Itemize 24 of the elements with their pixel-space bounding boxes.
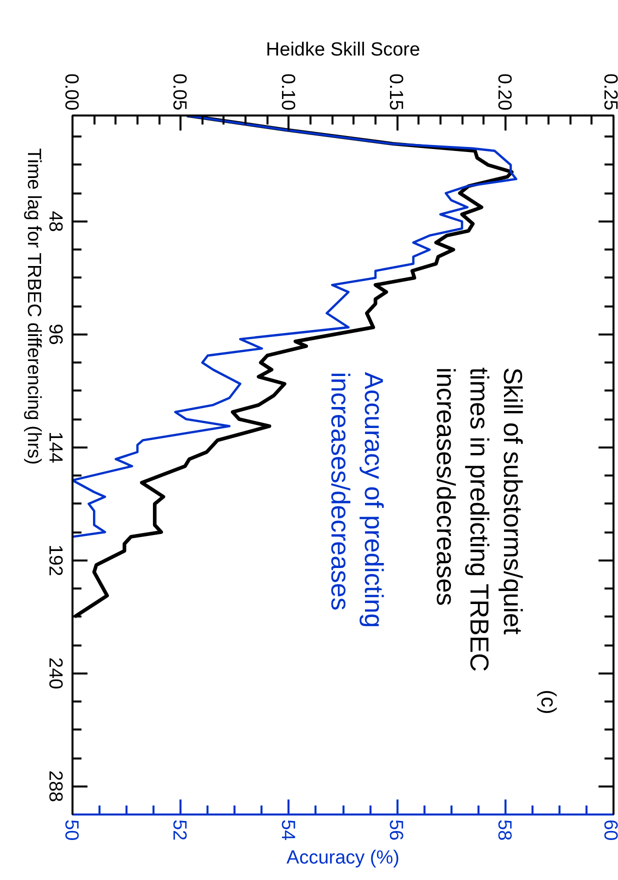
x2-tick-label: 0.25 bbox=[600, 74, 618, 111]
text: Skill of substorms/quiet times in predicting TRBEC increases/decreases bbox=[430, 367, 528, 672]
x2-tick-label: 0.20 bbox=[493, 74, 514, 111]
y-tick-label: 144 bbox=[44, 431, 66, 464]
x2-tick-label: 0.05 bbox=[168, 74, 190, 111]
x2-tick-label: 0.00 bbox=[60, 74, 82, 111]
x2-tick-label: 0.15 bbox=[385, 74, 406, 111]
x-axis-title: Accuracy (%) bbox=[286, 848, 400, 869]
y-tick-label: 192 bbox=[44, 544, 66, 576]
y-axis-title: Time lag for TRBEC differencing (hrs) bbox=[23, 148, 44, 465]
annotation: (c) bbox=[536, 690, 560, 714]
x2-tick-label: 0.10 bbox=[276, 74, 298, 111]
y-tick-label: 288 bbox=[44, 770, 66, 802]
y-tick-label: 48 bbox=[44, 210, 66, 232]
x-tick-label: 50 bbox=[60, 820, 82, 841]
x-tick-label: 52 bbox=[168, 820, 190, 841]
x-tick-label: 56 bbox=[385, 820, 406, 841]
x2-axis-title: Heidke Skill Score bbox=[266, 40, 420, 61]
x-tick-label: 58 bbox=[493, 820, 514, 841]
y-tick-label: 240 bbox=[44, 657, 66, 690]
x-tick-label: 60 bbox=[600, 820, 618, 841]
x-tick-label: 54 bbox=[276, 820, 298, 842]
text: Accuracy of predicting increases/decreases bbox=[325, 372, 389, 628]
y-tick-label: 96 bbox=[44, 324, 66, 345]
